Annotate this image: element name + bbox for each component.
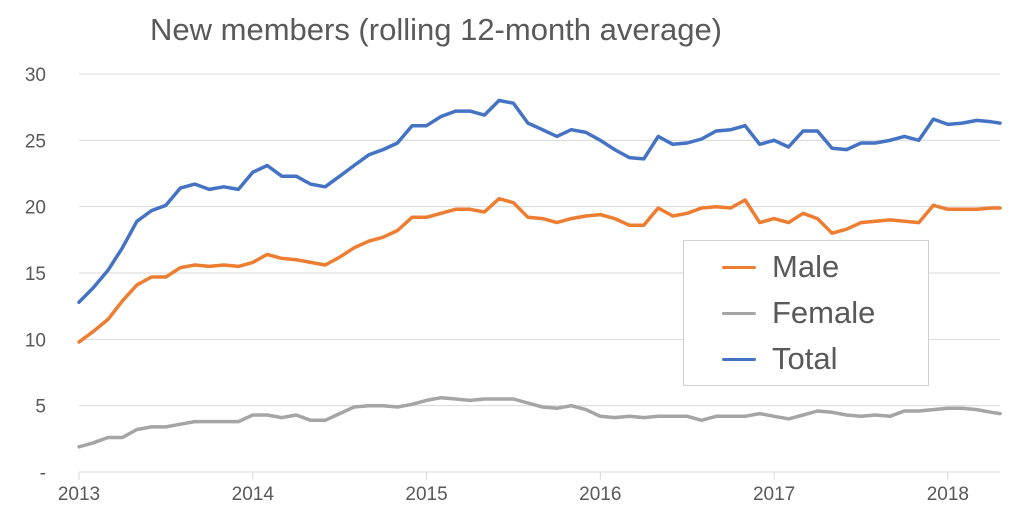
- legend-item-total: Total: [722, 339, 837, 379]
- legend-swatch-total: [722, 357, 756, 361]
- legend-label-female: Female: [772, 295, 876, 330]
- x-tick-label: 2017: [753, 484, 795, 505]
- legend-item-female: Female: [722, 293, 875, 333]
- legend-label-male: Male: [772, 249, 840, 284]
- y-tick-label: -: [40, 463, 46, 484]
- series-line-female: [77, 395, 1002, 449]
- y-tick-label: 5: [35, 397, 46, 418]
- y-tick-label: 25: [25, 131, 46, 152]
- y-tick-label: 20: [25, 198, 46, 219]
- series-line-male: [77, 196, 1002, 344]
- y-tick-label: 30: [25, 65, 46, 86]
- x-tick-label: 2014: [232, 484, 275, 505]
- legend-swatch-male: [722, 265, 756, 269]
- x-tick-label: 2016: [579, 484, 621, 505]
- legend-label-total: Total: [772, 341, 838, 376]
- x-tick-label: 2018: [927, 484, 969, 505]
- series-line-total: [77, 98, 1002, 304]
- legend-swatch-female: [722, 311, 756, 315]
- y-tick-label: 15: [25, 264, 46, 285]
- x-tick-label: 2015: [405, 484, 447, 505]
- chart-title: New members (rolling 12-month average): [150, 12, 723, 47]
- x-tick-label: 2013: [58, 484, 100, 505]
- legend: Male Female Total: [683, 240, 929, 386]
- legend-item-male: Male: [722, 247, 839, 287]
- y-tick-label: 10: [25, 330, 46, 351]
